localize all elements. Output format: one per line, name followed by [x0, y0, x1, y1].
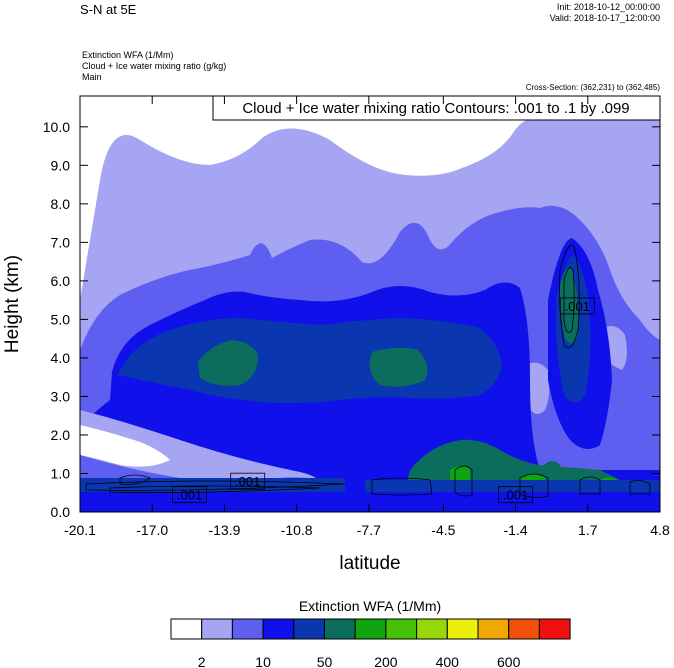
colorbar-label: 50 — [317, 654, 333, 668]
colorbar-cell — [446, 618, 479, 640]
colorbar-label: 10 — [255, 654, 271, 668]
x-tick-label: -7.7 — [357, 522, 381, 538]
x-tick-label: 4.8 — [650, 522, 670, 538]
contour-info-box — [212, 95, 661, 121]
contour-label-box — [498, 486, 533, 504]
colorbar-label: 600 — [497, 654, 521, 668]
colorbar-cell — [201, 618, 233, 640]
contour-label-box — [172, 486, 207, 504]
y-tick-label: 6.0 — [51, 273, 71, 289]
y-tick-label: 1.0 — [51, 465, 71, 481]
colorbar-cell — [170, 618, 203, 640]
cross-section-label: Cross-Section: (362,231) to (362,485) — [525, 83, 660, 92]
contour-label: .001 — [235, 474, 260, 489]
axes: -20.1 -17.0 -13.9 -10.8 -7.7 -4.5 -1.4 1.7 4.8 0.… — [2, 96, 670, 574]
colorbar-label: 400 — [436, 654, 460, 668]
y-tick-label: 4.0 — [51, 350, 71, 366]
valid-time-label: Valid: 2018-10-17_12:00:00 — [549, 13, 660, 23]
contour-label: .001 — [177, 488, 202, 503]
y-tick-label: 5.0 — [51, 311, 71, 327]
contour-label-box — [230, 472, 266, 490]
page-title: S-N at 5E — [80, 2, 137, 17]
contour-label: .001 — [565, 299, 590, 314]
x-tick-label: -17.0 — [136, 522, 168, 538]
y-tick-label: 8.0 — [51, 196, 71, 212]
x-tick-label: -13.9 — [208, 522, 240, 538]
colorbar-cell — [354, 618, 387, 640]
heatmap-field — [80, 96, 660, 512]
init-time-label: Init: 2018-10-12_00:00:00 — [556, 2, 660, 12]
y-tick-label: 0.0 — [51, 504, 71, 520]
colorbar-cell — [538, 618, 571, 640]
x-tick-label: -20.1 — [64, 522, 96, 538]
x-tick-label: -1.4 — [504, 522, 528, 538]
y-tick-label: 3.0 — [51, 388, 71, 404]
colorbar-title: Extinction WFA (1/Mm) — [298, 598, 442, 614]
x-tick-label: -4.5 — [431, 522, 455, 538]
y-tick-label: 7.0 — [51, 234, 71, 250]
contour-info-text: Cloud + Ice water mixing ratio Contours:… — [242, 100, 629, 117]
colorbar-cell — [293, 618, 325, 640]
y-tick-label: 2.0 — [51, 427, 71, 443]
colorbar-cell — [231, 618, 264, 640]
x-tick-label: 1.7 — [578, 522, 598, 538]
colorbar-label: 200 — [374, 654, 398, 668]
x-tick-label: -10.8 — [281, 522, 313, 538]
field-label-main: Main — [82, 72, 102, 82]
colorbar-cell — [508, 618, 540, 640]
contour-label-box — [559, 297, 595, 315]
colorbar-cell — [324, 618, 356, 640]
contour-lines — [85, 244, 651, 498]
colorbar-cell — [385, 618, 418, 640]
colorbar-cell — [262, 618, 295, 640]
y-tick-label: 9.0 — [51, 157, 71, 173]
colorbar-cell — [477, 618, 510, 640]
contour-label-layer: .001 .001 .001 .001 — [172, 297, 595, 504]
y-tick-label: 10.0 — [43, 119, 70, 135]
colorbar-label: 2 — [198, 654, 206, 668]
field-label-extinction: Extinction WFA (1/Mm) — [82, 50, 174, 60]
field-label-mixing-ratio: Cloud + Ice water mixing ratio (g/kg) — [82, 61, 227, 71]
x-axis-label: latitude — [339, 553, 400, 574]
colorbar-cell — [416, 618, 448, 640]
contour-label: .001 — [503, 488, 528, 503]
colorbar: 2 10 50 200 400 600 — [170, 618, 571, 668]
y-axis-label: Height (km) — [2, 255, 23, 353]
